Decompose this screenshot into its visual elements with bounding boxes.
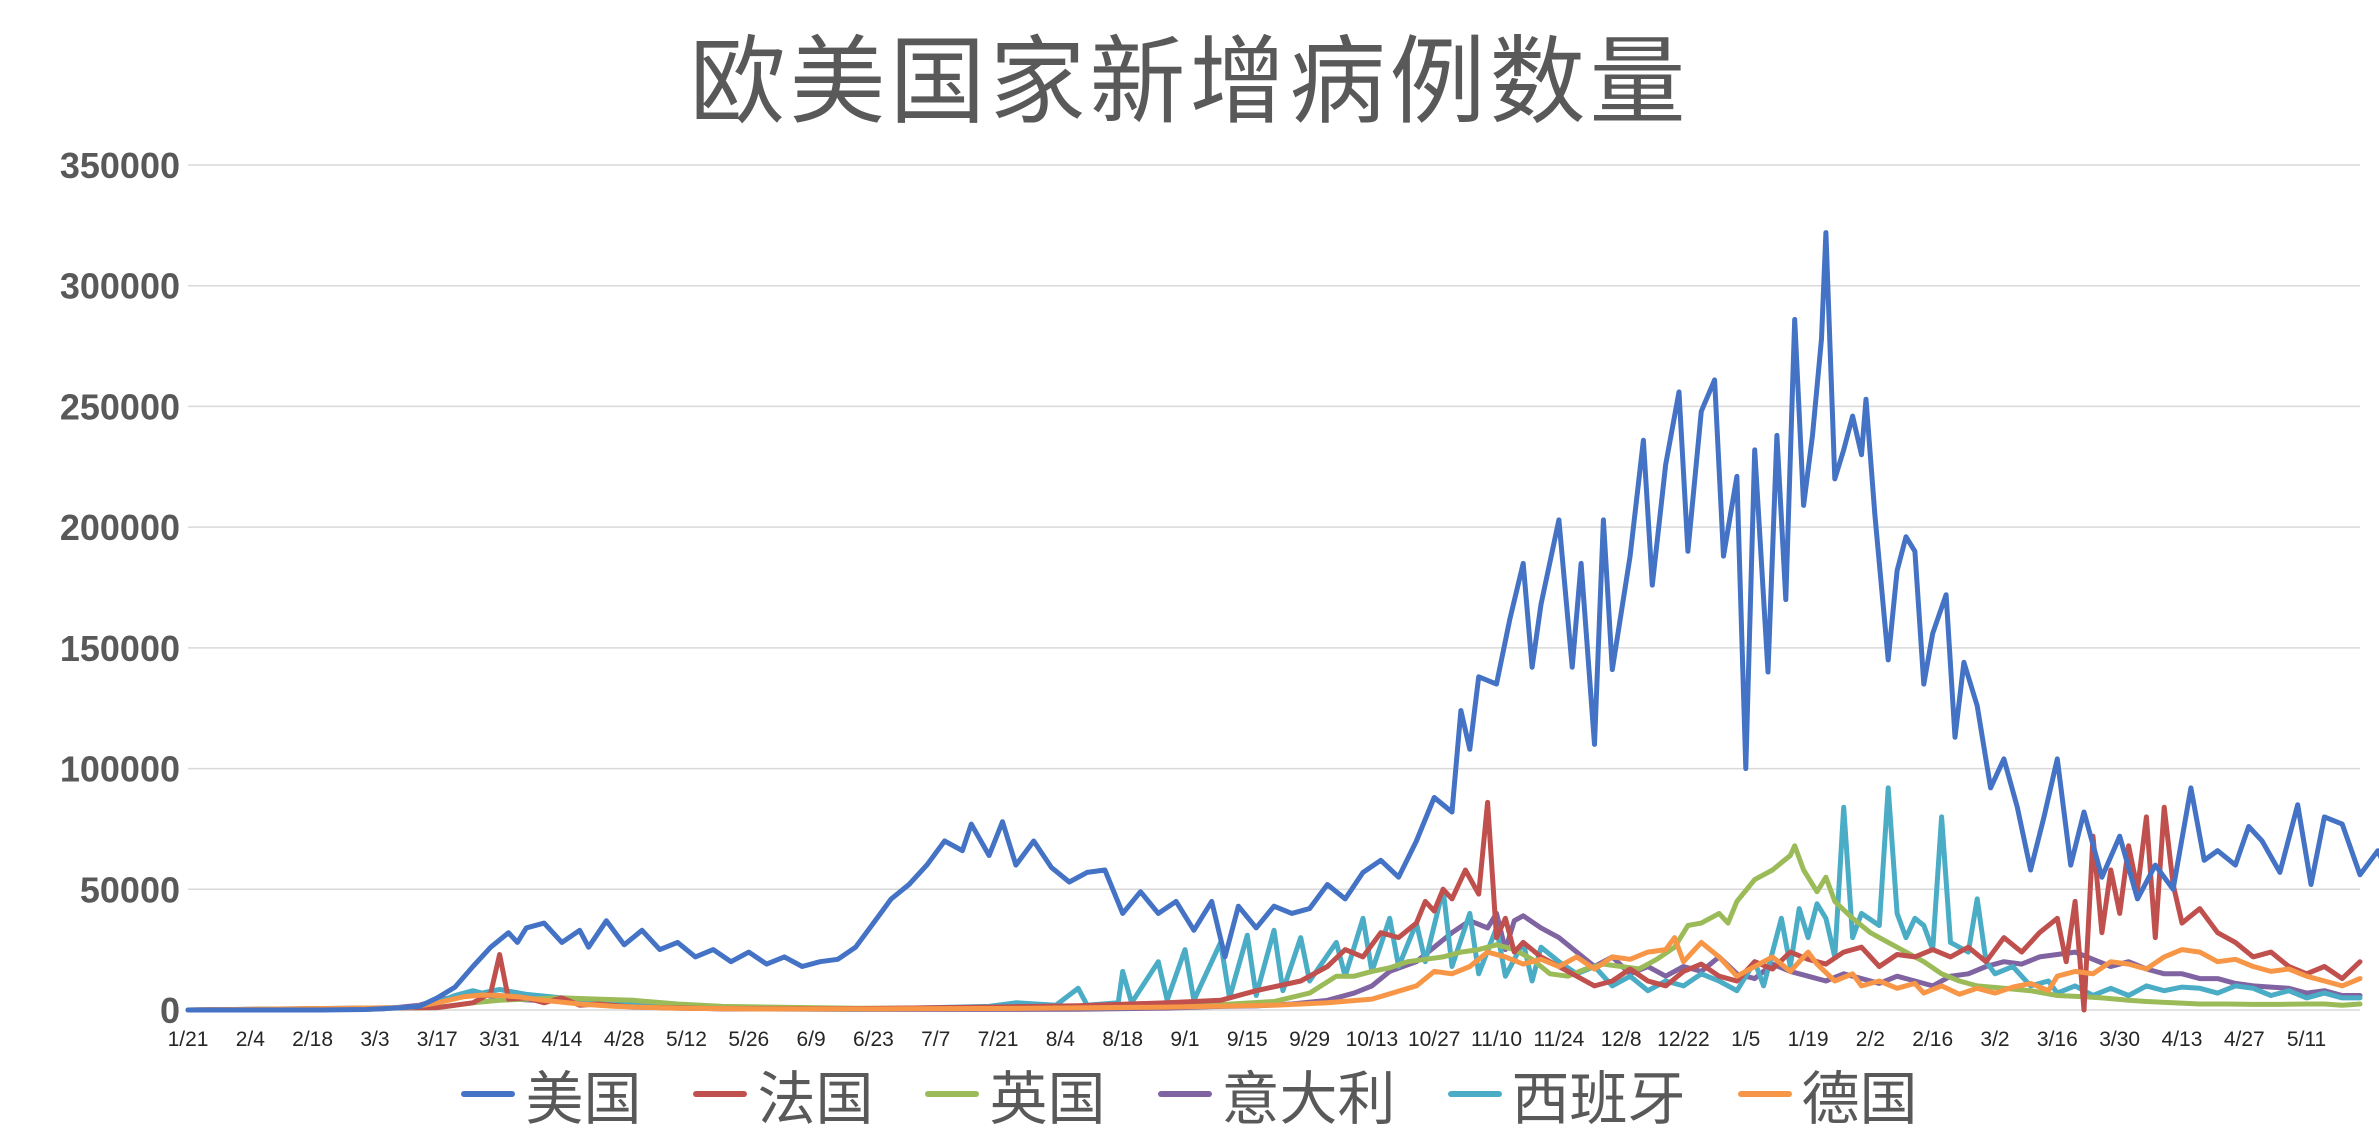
x-tick-label: 5/11 [2287,1028,2326,1050]
x-tick-label: 6/23 [853,1028,894,1050]
legend-swatch [693,1091,748,1097]
x-tick-label: 3/2 [1980,1028,2009,1050]
x-tick-label: 1/21 [168,1028,209,1050]
x-tick-label: 9/29 [1289,1028,1330,1050]
series-line-0 [185,230,2379,1013]
legend-item: 意大利 [1157,1052,1396,1136]
legend-item: 法国 [693,1052,873,1136]
legend-label: 法国 [757,1065,874,1133]
legend-label: 美国 [525,1065,642,1133]
y-tick-label: 50000 [80,869,180,910]
x-tick-label: 5/12 [666,1028,707,1050]
y-tick-label: 350000 [60,145,180,186]
x-tick-label: 2/2 [1856,1028,1885,1050]
series-lines [185,230,2379,1013]
x-tick-label: 6/9 [797,1028,826,1050]
x-tick-label: 1/19 [1788,1028,1829,1050]
x-tick-label: 4/14 [541,1028,582,1050]
y-tick-label: 250000 [60,386,180,427]
y-tick-label: 100000 [60,749,180,790]
x-tick-label: 3/17 [417,1028,458,1050]
y-tick-label: 150000 [60,628,180,669]
x-tick-label: 3/16 [2037,1028,2078,1050]
x-tick-label: 2/16 [1912,1028,1953,1050]
x-tick-label: 3/30 [2099,1028,2140,1050]
x-axis-tick-labels: 1/21 2/4 2/18 3/3 3/17 3/31 4/14 4/28 5/12 5/26 6/… [168,1028,2327,1050]
legend-label: 德国 [1801,1065,1918,1133]
legend-label: 英国 [989,1065,1106,1133]
x-tick-label: 10/27 [1408,1028,1461,1050]
legend-item: 西班牙 [1447,1052,1686,1136]
legend-label: 意大利 [1221,1065,1396,1133]
y-tick-label: 200000 [60,507,180,548]
x-tick-label: 12/22 [1657,1028,1710,1050]
legend-swatch [1447,1091,1502,1097]
x-tick-label: 1/5 [1731,1028,1760,1050]
grid-lines [188,164,2360,1011]
series-line-4 [185,785,2363,1013]
legend-swatch [461,1091,516,1097]
x-tick-label: 8/4 [1046,1028,1076,1050]
y-tick-label: 0 [160,990,180,1031]
x-tick-label: 4/27 [2224,1028,2265,1050]
legend-swatch [1737,1091,1792,1097]
x-tick-label: 4/13 [2162,1028,2203,1050]
x-tick-label: 4/28 [604,1028,645,1050]
x-tick-label: 3/31 [479,1028,520,1050]
x-tick-label: 8/18 [1102,1028,1143,1050]
y-tick-label: 300000 [60,266,180,307]
x-tick-label: 11/10 [1471,1028,1522,1050]
legend-item: 德国 [1737,1052,1918,1136]
legend-swatch [925,1091,980,1097]
x-tick-label: 7/7 [921,1028,950,1050]
x-tick-label: 9/1 [1170,1028,1199,1050]
x-tick-label: 2/4 [236,1028,266,1050]
x-tick-label: 11/24 [1533,1028,1584,1050]
legend-item: 英国 [925,1052,1106,1136]
x-tick-label: 12/8 [1601,1028,1642,1050]
x-tick-label: 2/18 [292,1028,333,1050]
x-tick-label: 7/21 [978,1028,1019,1050]
x-tick-label: 5/26 [728,1028,769,1050]
series-line-5 [185,935,2363,1013]
chart-plot-area: 0 50000 100000 150000 200000 250000 300000 3500… [60,145,2379,1050]
x-tick-label: 10/13 [1346,1028,1399,1050]
legend: 美国 法国 英国 意大利 西班牙 德国 [0,1052,2379,1136]
x-tick-label: 3/3 [360,1028,389,1050]
legend-swatch [1157,1091,1212,1097]
legend-label: 西班牙 [1511,1065,1686,1133]
legend-item: 美国 [461,1052,641,1136]
y-axis-tick-labels: 0 50000 100000 150000 200000 250000 300000 3500… [60,145,180,1031]
x-tick-label: 9/15 [1227,1028,1268,1050]
chart-title: 欧美国家新增病例数量 [689,26,1690,138]
